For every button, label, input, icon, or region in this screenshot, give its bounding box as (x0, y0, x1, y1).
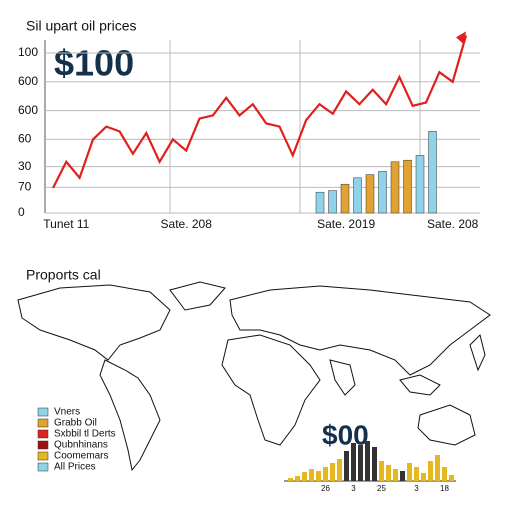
bar (421, 473, 426, 481)
bar (330, 463, 335, 481)
bar (435, 455, 440, 481)
legend-swatch (37, 440, 49, 450)
legend-label: Vners (54, 407, 80, 418)
bar (337, 459, 342, 481)
bar (407, 463, 412, 481)
x-tick-label: 25 (377, 484, 386, 493)
legend-swatch (37, 407, 49, 417)
bar (365, 174, 375, 214)
x-tick-label: 3 (351, 484, 356, 493)
bar (378, 171, 387, 214)
legend-swatch (37, 429, 49, 439)
legend-label: Grabb Oil (54, 418, 97, 429)
bar (414, 467, 419, 481)
bar (415, 155, 425, 214)
x-tick-label: Sate. 2019 (317, 217, 375, 231)
world-map (17, 281, 491, 472)
legend-label: Qubnhinans (54, 440, 108, 451)
bar (315, 191, 325, 214)
bar (365, 441, 370, 481)
bar (449, 475, 454, 481)
bar (400, 471, 405, 481)
y-tick-label: 30 (18, 159, 32, 173)
bar (316, 471, 321, 481)
y-tick-label: 70 (18, 180, 32, 194)
legend-swatch (37, 451, 49, 461)
bar (358, 445, 363, 481)
chart-title: Sil upart oil prices (26, 18, 137, 34)
annotation: $100 (54, 43, 134, 84)
bar (344, 451, 349, 481)
bar (379, 461, 384, 481)
bar (328, 190, 337, 214)
arrow-head (456, 31, 466, 45)
legend-label: Coomemars (54, 451, 108, 462)
legend-swatch (37, 462, 49, 472)
bar (323, 467, 328, 481)
bar (403, 159, 412, 214)
y-tick-label: 60 (18, 132, 32, 146)
y-tick-label: 100 (18, 45, 38, 59)
bar (295, 476, 300, 481)
bar (340, 183, 350, 214)
bar (302, 472, 307, 481)
line (52, 35, 468, 189)
bar (386, 465, 391, 481)
bar (428, 131, 437, 214)
x-tick-label: 3 (414, 484, 419, 493)
x-tick-label: Sate. 208 (427, 217, 479, 231)
y-tick-label: 600 (18, 103, 38, 117)
x-tick-label: Tunet 11 (43, 217, 89, 231)
x-tick-label: 26 (321, 484, 330, 493)
y-tick-label: 600 (18, 74, 38, 88)
bar (428, 461, 433, 481)
legend-swatch (37, 418, 49, 428)
bar (288, 478, 293, 481)
legend-label: Sxbbil tl Derts (54, 429, 116, 440)
bar (353, 177, 362, 214)
y-tick-label: 0 (18, 205, 25, 219)
bar (393, 469, 398, 481)
chart-title: Proports cal (26, 267, 101, 283)
x-tick-label: 18 (440, 484, 449, 493)
bar (309, 469, 314, 481)
x-tick-label: Sate. 208 (161, 217, 213, 231)
bar (351, 443, 356, 481)
bar (390, 161, 400, 214)
legend-label: All Prices (54, 462, 96, 473)
bar (442, 467, 447, 481)
bar (372, 447, 377, 481)
